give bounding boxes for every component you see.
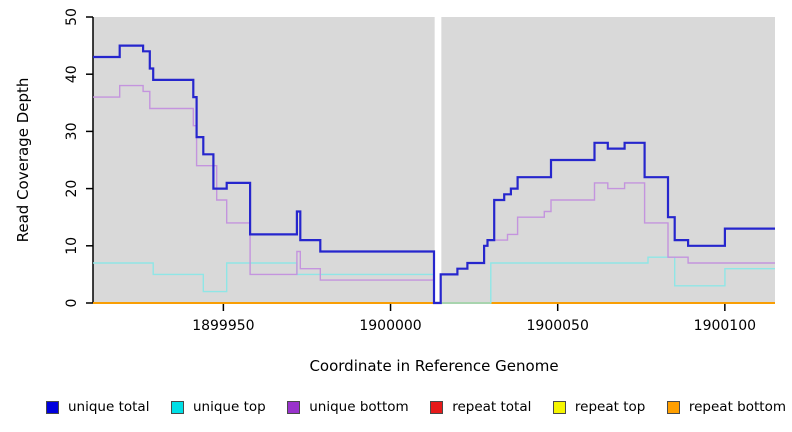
x-tick-label: 1899950 bbox=[192, 318, 254, 334]
series-unique-total-line bbox=[93, 44, 775, 305]
y-tick-label: 50 bbox=[64, 8, 80, 26]
x-axis-title: Coordinate in Reference Genome bbox=[309, 357, 558, 375]
series-layer bbox=[93, 16, 775, 305]
y-tick-label: 20 bbox=[64, 180, 80, 198]
legend-label: unique bottom bbox=[309, 399, 409, 415]
legend: unique total unique top unique bottom repea… bbox=[46, 394, 786, 420]
y-tick-label: 30 bbox=[64, 122, 80, 140]
legend-label: repeat total bbox=[452, 399, 532, 415]
legend-swatch-repeat-top bbox=[552, 400, 566, 414]
legend-label: unique top bbox=[193, 399, 266, 415]
legend-item-repeat-bottom: repeat bottom bbox=[666, 399, 786, 415]
legend-label: repeat bottom bbox=[688, 399, 786, 415]
legend-label: repeat top bbox=[574, 399, 646, 415]
legend-item-repeat-top: repeat top bbox=[552, 399, 646, 415]
legend-swatch-repeat-total bbox=[430, 400, 444, 414]
x-tick-label: 1900050 bbox=[527, 318, 589, 334]
y-axis-title: Read Coverage Depth bbox=[14, 78, 32, 243]
y-tick-label: 0 bbox=[64, 299, 80, 308]
y-tick-label: 10 bbox=[64, 237, 80, 255]
legend-item-unique-top: unique top bbox=[171, 399, 266, 415]
legend-item-repeat-total: repeat total bbox=[430, 399, 531, 415]
x-tick-label: 1900000 bbox=[359, 318, 421, 334]
legend-item-unique-bottom: unique bottom bbox=[287, 399, 409, 415]
legend-swatch-repeat-bottom bbox=[666, 400, 680, 414]
legend-swatch-unique-total bbox=[46, 400, 59, 414]
x-tick-label: 1900100 bbox=[694, 318, 756, 334]
legend-label: unique total bbox=[68, 399, 150, 415]
coverage-gap-band bbox=[434, 16, 442, 302]
legend-item-unique-total: unique total bbox=[46, 399, 149, 415]
legend-swatch-unique-bottom bbox=[287, 400, 301, 414]
legend-swatch-unique-top bbox=[171, 400, 184, 414]
y-tick-label: 40 bbox=[64, 65, 80, 83]
